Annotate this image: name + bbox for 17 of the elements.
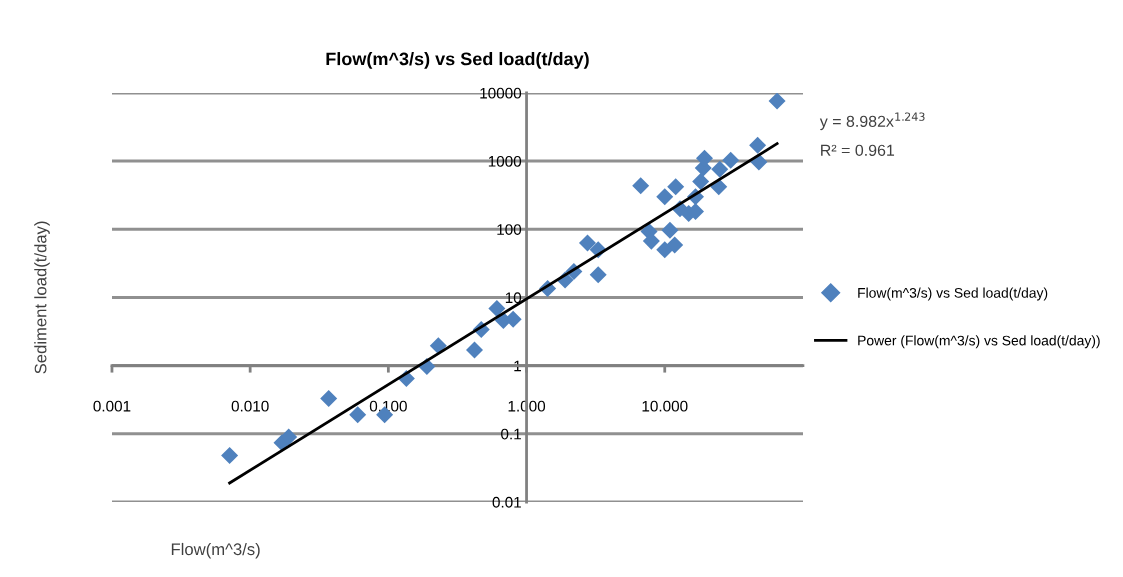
y-axis-title: Sediment load(t/day)	[34, 221, 50, 374]
x-tick-label: 10.000	[642, 400, 688, 412]
y-tick-label: 100	[497, 224, 522, 235]
text: y = 8.982x$^{1.243}$	[819, 112, 925, 131]
y-tick-label: 10	[505, 292, 522, 304]
chart-title: Flow(m^3/s) vs Sed load(t/day)	[326, 52, 589, 69]
x-tick-label: 1.000	[508, 400, 546, 412]
legend-label: Flow(m^3/s) vs Sed load(t/day)	[858, 287, 1048, 301]
text: R² = 0.961	[821, 144, 895, 156]
x-axis-title: Flow(m^3/s)	[171, 542, 260, 559]
x-tick-label: 0.001	[93, 400, 131, 412]
y-tick-label: 10000	[480, 87, 522, 99]
y-tick-label: 1000	[488, 155, 522, 167]
legend-label: Power (Flow(m^3/s) vs Sed load(t/day))	[858, 335, 1100, 349]
y-tick-label: 0.1	[501, 428, 521, 440]
x-tick-label: 0.010	[231, 400, 269, 412]
y-tick-label: 0.01	[492, 496, 521, 508]
